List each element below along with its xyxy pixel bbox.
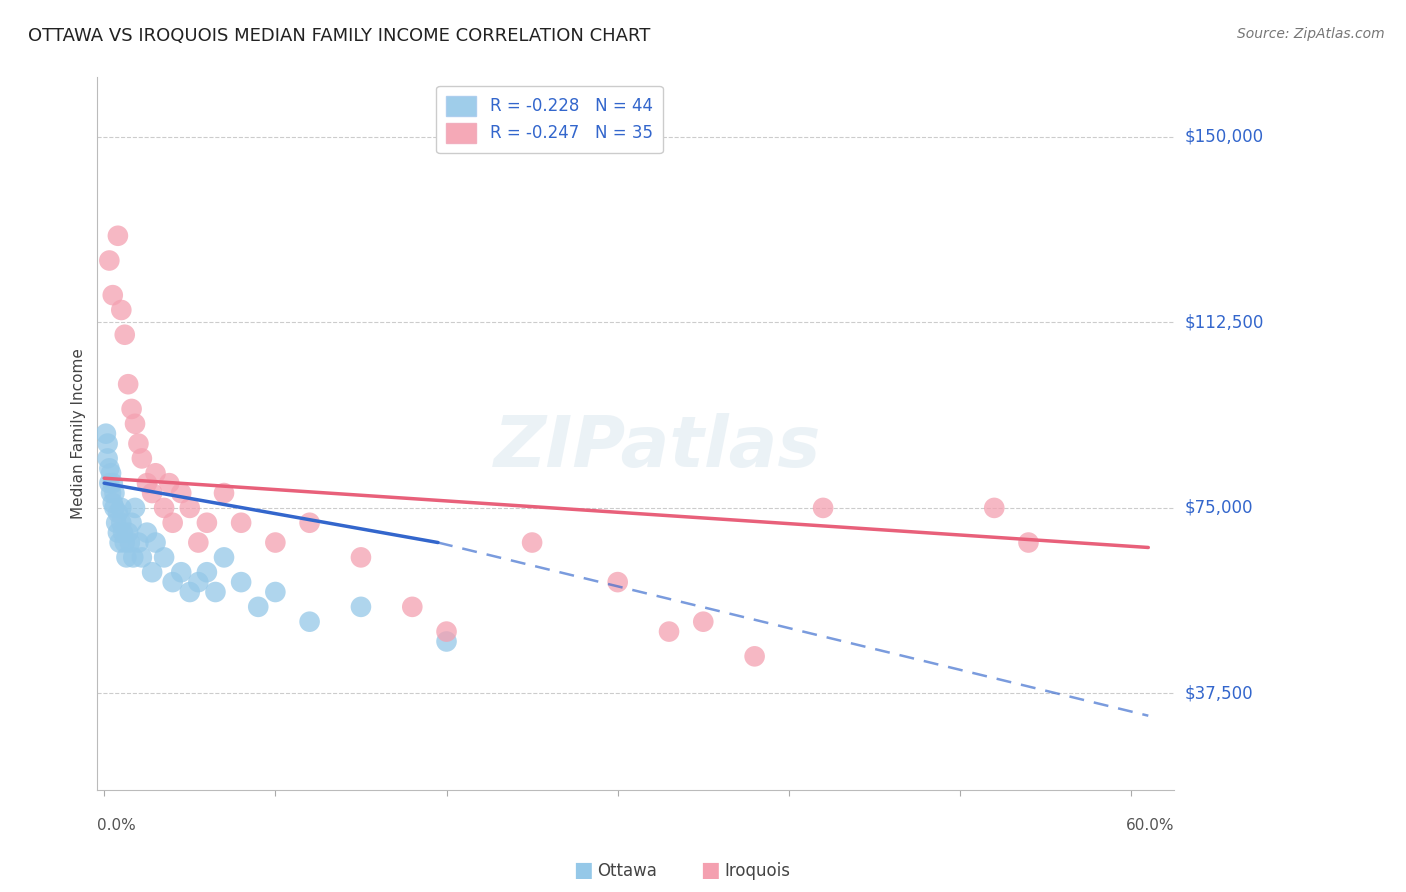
- Text: Iroquois: Iroquois: [724, 863, 790, 880]
- Point: [153, 500, 176, 515]
- Point: [264, 585, 287, 599]
- Text: $37,500: $37,500: [1185, 684, 1254, 702]
- Text: ■: ■: [574, 861, 593, 880]
- Point: [101, 496, 124, 510]
- Point: [195, 566, 218, 580]
- Point: [157, 476, 180, 491]
- Point: [108, 535, 131, 549]
- Text: $75,000: $75,000: [1185, 499, 1254, 516]
- Point: [103, 500, 125, 515]
- Point: [145, 535, 167, 549]
- Point: [170, 486, 193, 500]
- Point: [141, 486, 163, 500]
- Text: ZIPatlas: ZIPatlas: [494, 413, 821, 483]
- Text: Ottawa: Ottawa: [598, 863, 658, 880]
- Point: [231, 516, 253, 530]
- Point: [115, 550, 138, 565]
- Point: [179, 500, 201, 515]
- Point: [350, 599, 373, 614]
- Point: [110, 500, 132, 515]
- Point: [117, 525, 139, 540]
- Point: [97, 451, 120, 466]
- Point: [127, 436, 149, 450]
- Point: [131, 550, 153, 565]
- Point: [101, 476, 124, 491]
- Text: 0.0%: 0.0%: [97, 819, 136, 833]
- Point: [101, 288, 124, 302]
- Point: [204, 585, 226, 599]
- Point: [212, 486, 235, 500]
- Point: [121, 401, 143, 416]
- Point: [131, 451, 153, 466]
- Point: [114, 535, 136, 549]
- Point: [117, 377, 139, 392]
- Point: [606, 575, 628, 590]
- Point: [100, 486, 122, 500]
- Point: [983, 500, 1005, 515]
- Point: [1017, 535, 1039, 549]
- Point: [124, 500, 146, 515]
- Point: [122, 550, 145, 565]
- Point: [187, 535, 209, 549]
- Point: [98, 476, 121, 491]
- Point: [401, 599, 423, 614]
- Point: [136, 525, 159, 540]
- Point: [692, 615, 714, 629]
- Point: [195, 516, 218, 530]
- Point: [145, 467, 167, 481]
- Point: [98, 253, 121, 268]
- Point: [97, 436, 120, 450]
- Point: [162, 575, 184, 590]
- Point: [112, 525, 135, 540]
- Point: [127, 535, 149, 549]
- Point: [436, 634, 458, 648]
- Point: [94, 426, 117, 441]
- Point: [124, 417, 146, 431]
- Point: [170, 566, 193, 580]
- Point: [121, 516, 143, 530]
- Point: [105, 516, 128, 530]
- Point: [187, 575, 209, 590]
- Point: [744, 649, 766, 664]
- Point: [162, 516, 184, 530]
- Point: [811, 500, 834, 515]
- Text: Source: ZipAtlas.com: Source: ZipAtlas.com: [1237, 27, 1385, 41]
- Text: ■: ■: [700, 861, 720, 880]
- Point: [436, 624, 458, 639]
- Point: [100, 467, 122, 481]
- Y-axis label: Median Family Income: Median Family Income: [72, 348, 86, 519]
- Point: [247, 599, 270, 614]
- Legend: R = -0.228   N = 44, R = -0.247   N = 35: R = -0.228 N = 44, R = -0.247 N = 35: [436, 86, 662, 153]
- Point: [107, 506, 129, 520]
- Point: [141, 566, 163, 580]
- Point: [103, 486, 125, 500]
- Point: [153, 550, 176, 565]
- Text: $112,500: $112,500: [1185, 313, 1264, 331]
- Point: [350, 550, 373, 565]
- Point: [212, 550, 235, 565]
- Text: OTTAWA VS IROQUOIS MEDIAN FAMILY INCOME CORRELATION CHART: OTTAWA VS IROQUOIS MEDIAN FAMILY INCOME …: [28, 27, 651, 45]
- Point: [298, 516, 321, 530]
- Point: [231, 575, 253, 590]
- Point: [658, 624, 681, 639]
- Point: [298, 615, 321, 629]
- Point: [520, 535, 543, 549]
- Text: 60.0%: 60.0%: [1125, 819, 1174, 833]
- Text: $150,000: $150,000: [1185, 128, 1264, 145]
- Point: [98, 461, 121, 475]
- Point: [264, 535, 287, 549]
- Point: [107, 228, 129, 243]
- Point: [114, 327, 136, 342]
- Point: [136, 476, 159, 491]
- Point: [179, 585, 201, 599]
- Point: [110, 516, 132, 530]
- Point: [110, 303, 132, 318]
- Point: [118, 535, 141, 549]
- Point: [107, 525, 129, 540]
